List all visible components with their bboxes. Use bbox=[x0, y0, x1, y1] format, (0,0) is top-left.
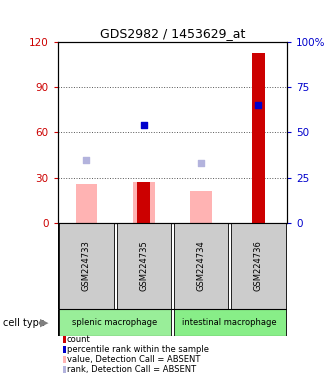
Bar bbox=[252, 53, 265, 223]
Bar bbox=[133, 182, 155, 223]
Text: GSM224735: GSM224735 bbox=[139, 240, 148, 291]
Text: splenic macrophage: splenic macrophage bbox=[73, 318, 158, 327]
Bar bbox=[174, 223, 228, 309]
Text: intestinal macrophage: intestinal macrophage bbox=[182, 318, 277, 327]
Text: GSM224734: GSM224734 bbox=[197, 240, 206, 291]
Point bbox=[198, 159, 204, 166]
Bar bbox=[138, 182, 150, 223]
Bar bbox=[231, 223, 286, 309]
Text: GSM224733: GSM224733 bbox=[82, 240, 91, 291]
Text: count: count bbox=[67, 335, 90, 344]
Bar bbox=[174, 309, 286, 336]
Text: rank, Detection Call = ABSENT: rank, Detection Call = ABSENT bbox=[67, 365, 196, 374]
Title: GDS2982 / 1453629_at: GDS2982 / 1453629_at bbox=[100, 26, 245, 40]
Text: ▶: ▶ bbox=[40, 318, 49, 328]
Bar bbox=[190, 191, 212, 223]
Text: GSM224736: GSM224736 bbox=[254, 240, 263, 291]
Point bbox=[84, 157, 89, 163]
Text: value, Detection Call = ABSENT: value, Detection Call = ABSENT bbox=[67, 355, 200, 364]
Text: cell type: cell type bbox=[3, 318, 45, 328]
Bar bbox=[116, 223, 171, 309]
Bar bbox=[76, 184, 97, 223]
Bar bbox=[59, 309, 171, 336]
Bar bbox=[59, 223, 114, 309]
Point bbox=[141, 122, 147, 128]
Point bbox=[256, 103, 261, 109]
Text: percentile rank within the sample: percentile rank within the sample bbox=[67, 345, 209, 354]
